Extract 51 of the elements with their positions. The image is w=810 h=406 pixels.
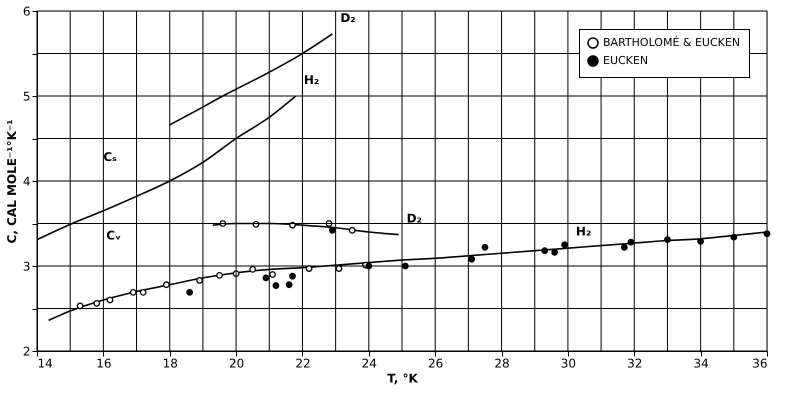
point (482, 244, 488, 251)
annotation: D₂ (340, 10, 356, 25)
point (93, 300, 100, 307)
point (186, 288, 194, 296)
y-tick-label: 3 (22, 260, 30, 274)
point (106, 296, 114, 304)
point (216, 272, 223, 279)
point (306, 265, 312, 272)
legend-label: EUCKEN (603, 54, 648, 67)
point (289, 272, 296, 280)
y-tick-label: 6 (22, 4, 30, 18)
x-tick-label: 24 (362, 356, 377, 370)
x-tick-label: 26 (428, 356, 444, 370)
annotation: H₂ (304, 73, 320, 87)
x-tick-label: 18 (162, 356, 178, 370)
x-tick-label: 22 (295, 356, 311, 370)
point (262, 274, 270, 282)
y-axis-title: C, CAL MOLE⁻¹°K⁻¹ (4, 120, 19, 244)
point (272, 282, 280, 289)
y-tick-label: 4 (22, 174, 30, 188)
legend-label: BARTHOLOMÉ & EUCKEN (603, 35, 740, 49)
x-tick-label: 28 (494, 356, 510, 370)
point (541, 247, 548, 254)
point (286, 281, 293, 288)
point (628, 238, 634, 246)
x-tick-label: 30 (560, 356, 576, 370)
annotation: D₂ (406, 212, 422, 226)
annotation: Cₛ (103, 150, 118, 164)
point (620, 244, 628, 251)
x-tick-label: 32 (627, 356, 642, 370)
x-tick-label: 20 (228, 356, 244, 370)
x-tick-label: 36 (752, 356, 768, 370)
point (348, 226, 356, 234)
point (561, 241, 568, 248)
point (468, 256, 476, 263)
point (140, 288, 147, 296)
point (163, 281, 170, 288)
x-tick-label: 14 (38, 356, 53, 370)
x-tick-label: 16 (96, 356, 112, 370)
y-tick-label: 5 (22, 90, 30, 104)
point (328, 226, 336, 234)
annotation: H₂ (576, 224, 592, 238)
point (249, 266, 256, 273)
x-axis-title: T, °K (387, 372, 418, 386)
annotation: Cᵥ (106, 228, 122, 242)
point (130, 288, 137, 296)
y-tick-label: 2 (22, 344, 30, 358)
point (551, 249, 558, 256)
point (196, 277, 203, 284)
x-tick-label: 34 (693, 356, 709, 370)
point (269, 271, 276, 278)
